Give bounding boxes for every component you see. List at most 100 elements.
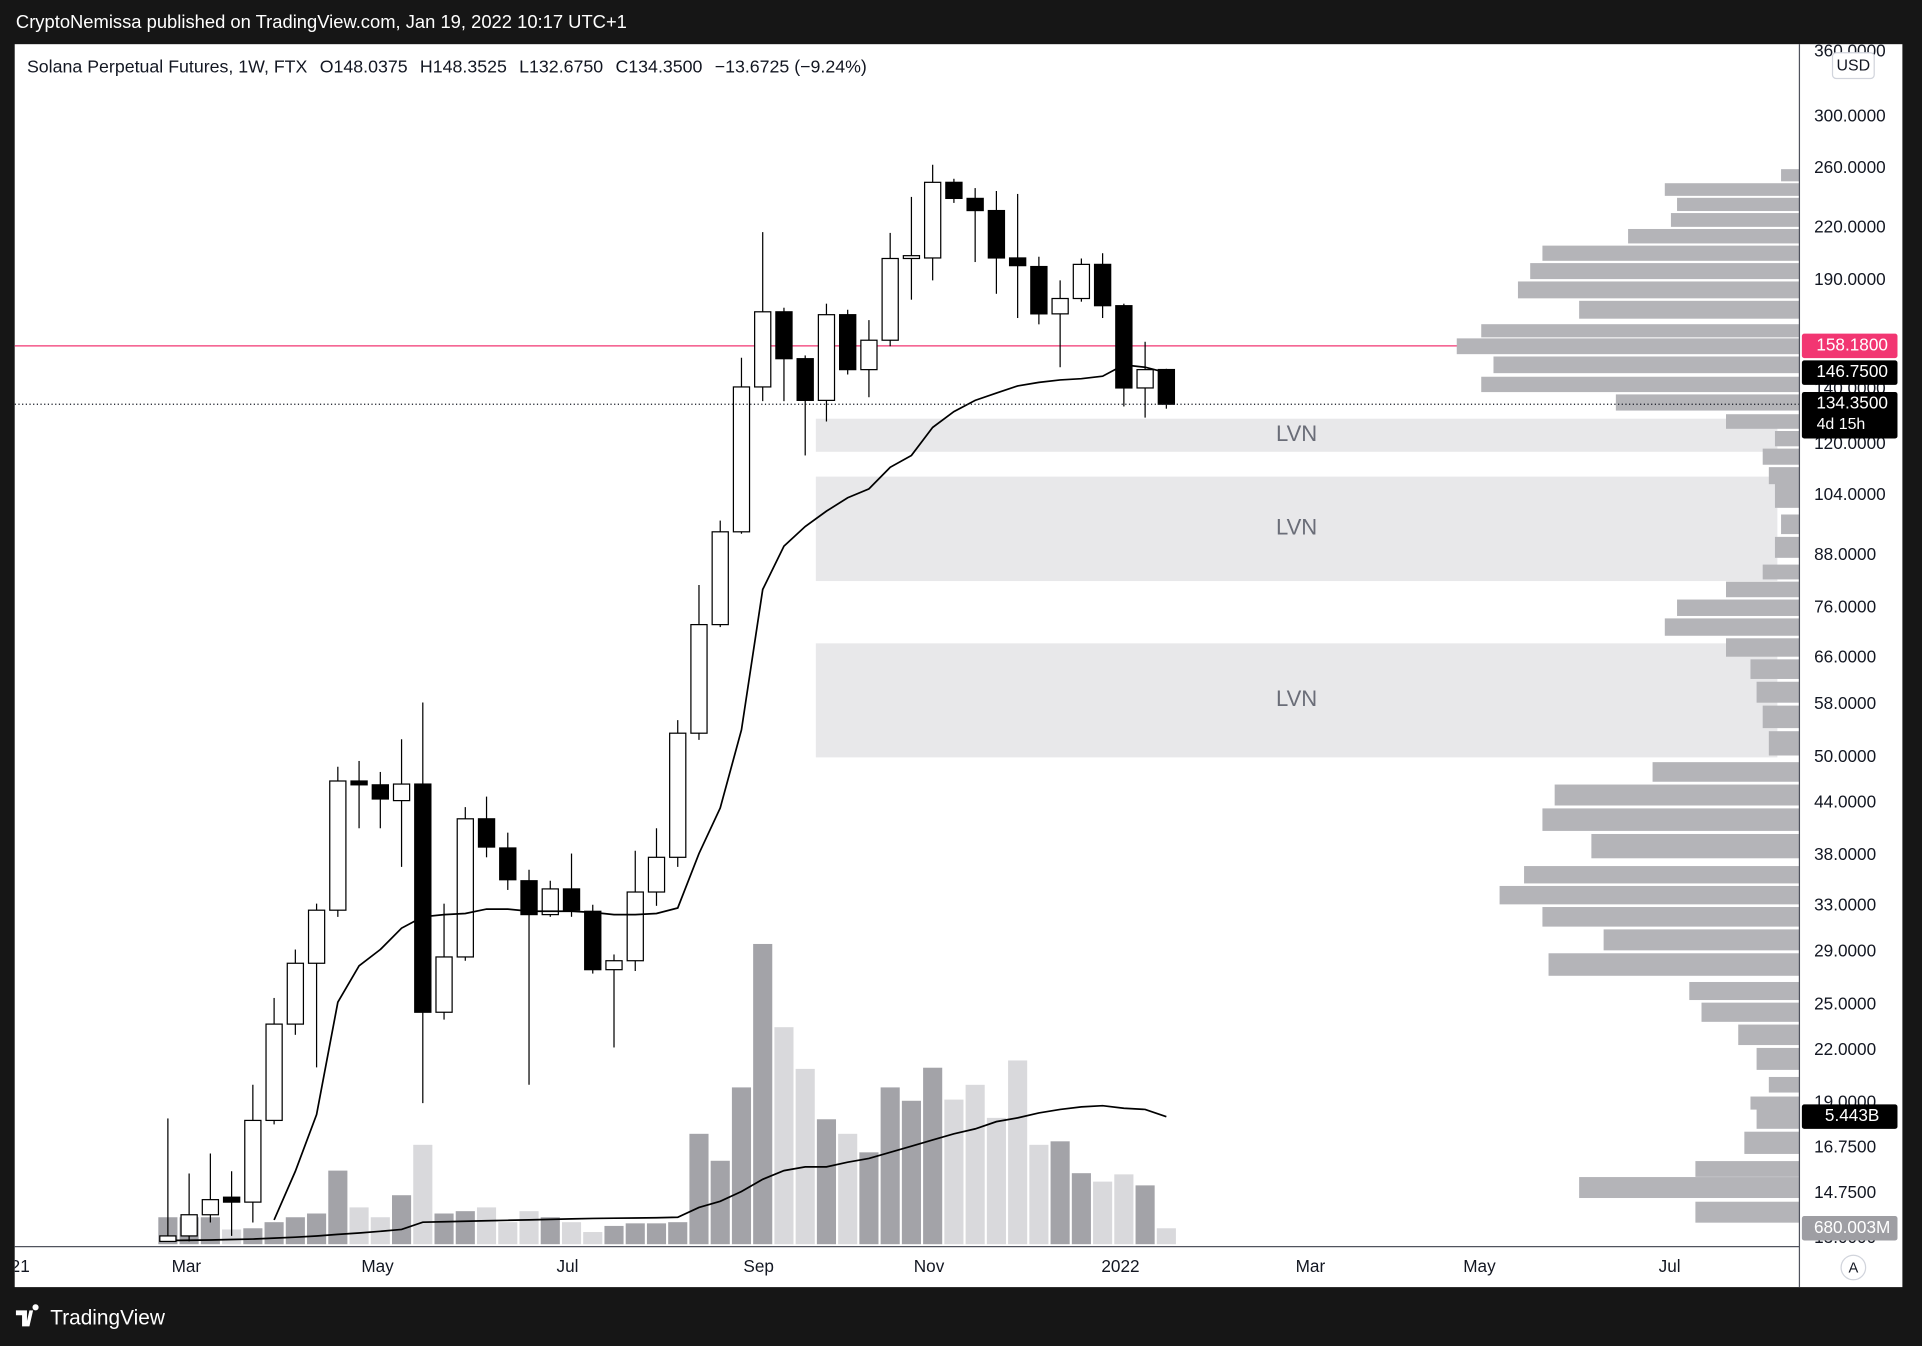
time-axis: 2021 Mar May Jul Sep Nov 2022 Mar May Jul: [0, 1256, 1681, 1276]
auto-scale-button[interactable]: [1840, 1254, 1867, 1281]
volume-bar: [1029, 1144, 1049, 1245]
legend-key: L: [519, 56, 529, 76]
x-tick-label: 2021: [0, 1256, 30, 1276]
x-tick-label: Mar: [172, 1256, 202, 1276]
candle-body: [860, 339, 878, 371]
ma-line: [273, 363, 1167, 1221]
candle-body: [1072, 263, 1091, 300]
volume-profile-row: [1493, 356, 1800, 374]
candle-body: [775, 311, 793, 360]
volume-profile-row: [1481, 376, 1800, 393]
candle-body: [1136, 369, 1154, 389]
lvn-label: LVN: [1276, 515, 1317, 540]
volume-profile-row: [1756, 1047, 1800, 1070]
volume-profile-row: [1738, 1024, 1800, 1046]
volume-profile-row: [1725, 638, 1800, 657]
volume-profile-row: [1677, 599, 1800, 616]
candle-body: [796, 358, 814, 401]
y-tick-label: 190.0000: [1814, 269, 1886, 289]
volume-profile-row: [1756, 1108, 1800, 1129]
x-tick-label: May: [361, 1256, 394, 1276]
legend-value: 132.6750: [529, 56, 603, 76]
y-tick-label: 25.0000: [1814, 994, 1876, 1014]
volume-profile-row: [1768, 467, 1800, 485]
candle-body: [605, 960, 623, 971]
y-tick-label: 44.0000: [1814, 792, 1876, 812]
volume-profile-row: [1530, 263, 1800, 280]
candle-body: [456, 818, 474, 958]
y-tick-label: 300.0000: [1814, 106, 1886, 126]
lvn-label: LVN: [1276, 686, 1317, 711]
candle-body: [1157, 368, 1176, 405]
candle-body: [902, 255, 921, 260]
brand-logo: [15, 1304, 39, 1327]
countdown: 4d 15h: [1817, 416, 1866, 433]
volume-profile-row: [1579, 1177, 1800, 1199]
volume-profile-row: [1695, 1201, 1800, 1223]
volume-bar: [986, 1117, 1006, 1245]
candle-body: [987, 209, 1006, 259]
candle-body: [350, 780, 368, 786]
volume-profile-row: [1579, 300, 1800, 319]
y-tick-label: 58.0000: [1814, 693, 1876, 713]
y-tick-label: 76.0000: [1814, 596, 1876, 616]
volume-bar: [1114, 1174, 1134, 1245]
volume-bar: [392, 1195, 412, 1245]
volume-bar: [1135, 1185, 1155, 1245]
volume-profile-row: [1591, 833, 1800, 859]
candle-body: [966, 197, 984, 212]
legend-key: C: [615, 56, 628, 76]
volume-bar: [731, 1087, 752, 1245]
volume-bar: [646, 1223, 667, 1245]
volume-profile-row: [1750, 1096, 1800, 1110]
volume-profile-row: [1744, 1131, 1800, 1154]
volume-profile-row: [1664, 183, 1800, 196]
currency-box[interactable]: [1831, 52, 1875, 80]
legend-value: 134.3500: [628, 56, 702, 76]
volume-profile-row: [1774, 483, 1800, 508]
volume-profile-row: [1664, 618, 1800, 636]
volume-profile-row: [1762, 705, 1800, 729]
lvn-label: LVN: [1276, 421, 1317, 446]
x-tick-label: Sep: [743, 1256, 774, 1276]
candle-body: [307, 909, 326, 964]
volume-profile-row: [1603, 929, 1800, 951]
legend-key: H: [420, 56, 433, 76]
last-price-tag: 134.3500: [1816, 393, 1888, 413]
volume-profile-row: [1542, 808, 1800, 831]
legend-title: Solana Perpetual Futures, 1W, FTX: [27, 56, 308, 76]
volume-bar: [434, 1213, 454, 1245]
candle-body: [435, 956, 453, 1013]
volume-bar: [668, 1222, 688, 1245]
volume-profile-row: [1781, 169, 1800, 182]
candle-body: [1008, 257, 1027, 267]
candle-body: [1115, 305, 1133, 389]
volume-bar: [1093, 1181, 1113, 1245]
volume-profile-row: [1781, 514, 1800, 535]
y-tick-label: 88.0000: [1814, 544, 1876, 564]
y-tick-label: 260.0000: [1814, 157, 1886, 177]
x-tick-label: Mar: [1296, 1256, 1326, 1276]
x-tick-label: 2022: [1101, 1256, 1139, 1276]
candle-body: [244, 1119, 262, 1203]
lvn-zone: [815, 418, 1778, 452]
candle-body: [945, 181, 963, 200]
volume-bar: [498, 1222, 518, 1245]
y-tick-label: 29.0000: [1814, 941, 1876, 961]
volume-bar: [795, 1068, 815, 1245]
volume-bar: [583, 1232, 603, 1245]
candle-body: [881, 257, 899, 341]
volume-bar: [561, 1222, 582, 1245]
candle-body: [732, 386, 751, 533]
volume-bar: [880, 1087, 900, 1245]
y-tick-label: 50.0000: [1814, 746, 1876, 766]
candle-body: [499, 847, 517, 881]
candle-body: [711, 531, 729, 626]
volume-bar: [604, 1225, 624, 1245]
candle-body: [690, 623, 708, 734]
lvn-zone: [815, 643, 1778, 758]
volume-profile-row: [1524, 866, 1800, 884]
candle-body: [1051, 297, 1069, 315]
currency: USD: [1837, 57, 1871, 74]
candle-body: [923, 181, 942, 259]
